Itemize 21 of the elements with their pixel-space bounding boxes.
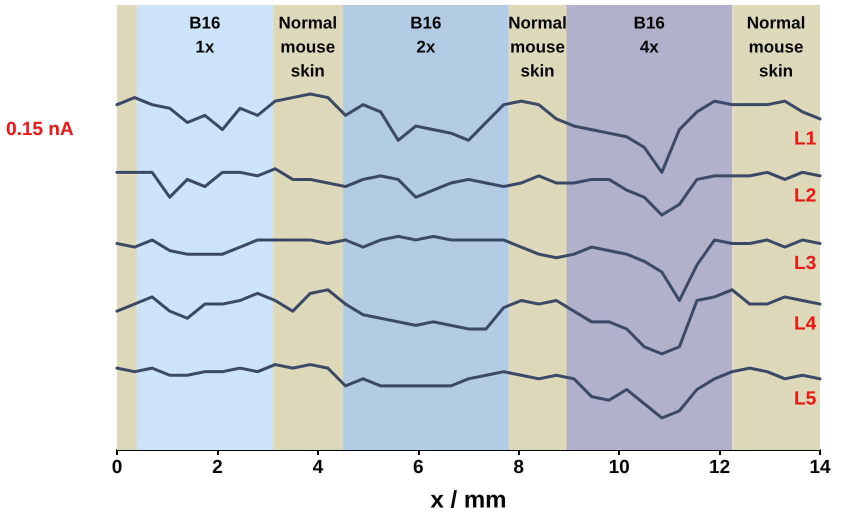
series-label: L5	[794, 388, 817, 410]
series-label: L3	[794, 253, 816, 274]
x-tick-label: 8	[513, 457, 524, 478]
band-label: B16 2x	[410, 14, 442, 56]
band-label: Normal mouse skin	[278, 14, 338, 80]
x-tick-label: 4	[312, 457, 324, 478]
x-tick-label: 6	[412, 457, 424, 478]
series-label: L1	[794, 128, 817, 150]
band-label: B16 1x	[189, 14, 220, 56]
series-label: L2	[794, 185, 816, 206]
x-tick-label: 2	[212, 457, 223, 478]
text: 0.15 nA	[6, 119, 74, 140]
x-tick-label: 12	[709, 457, 730, 478]
x-tick-label: 10	[608, 457, 630, 478]
band-label: B16 4x	[634, 14, 665, 56]
band-label: Normal mouse skin	[746, 14, 806, 80]
x-axis-title: x / mm	[430, 486, 507, 514]
x-tick-label: 0	[112, 457, 122, 478]
band-label: Normal mouse skin	[508, 14, 567, 80]
series-label: L4	[794, 314, 817, 335]
x-tick-label: 14	[809, 457, 831, 478]
